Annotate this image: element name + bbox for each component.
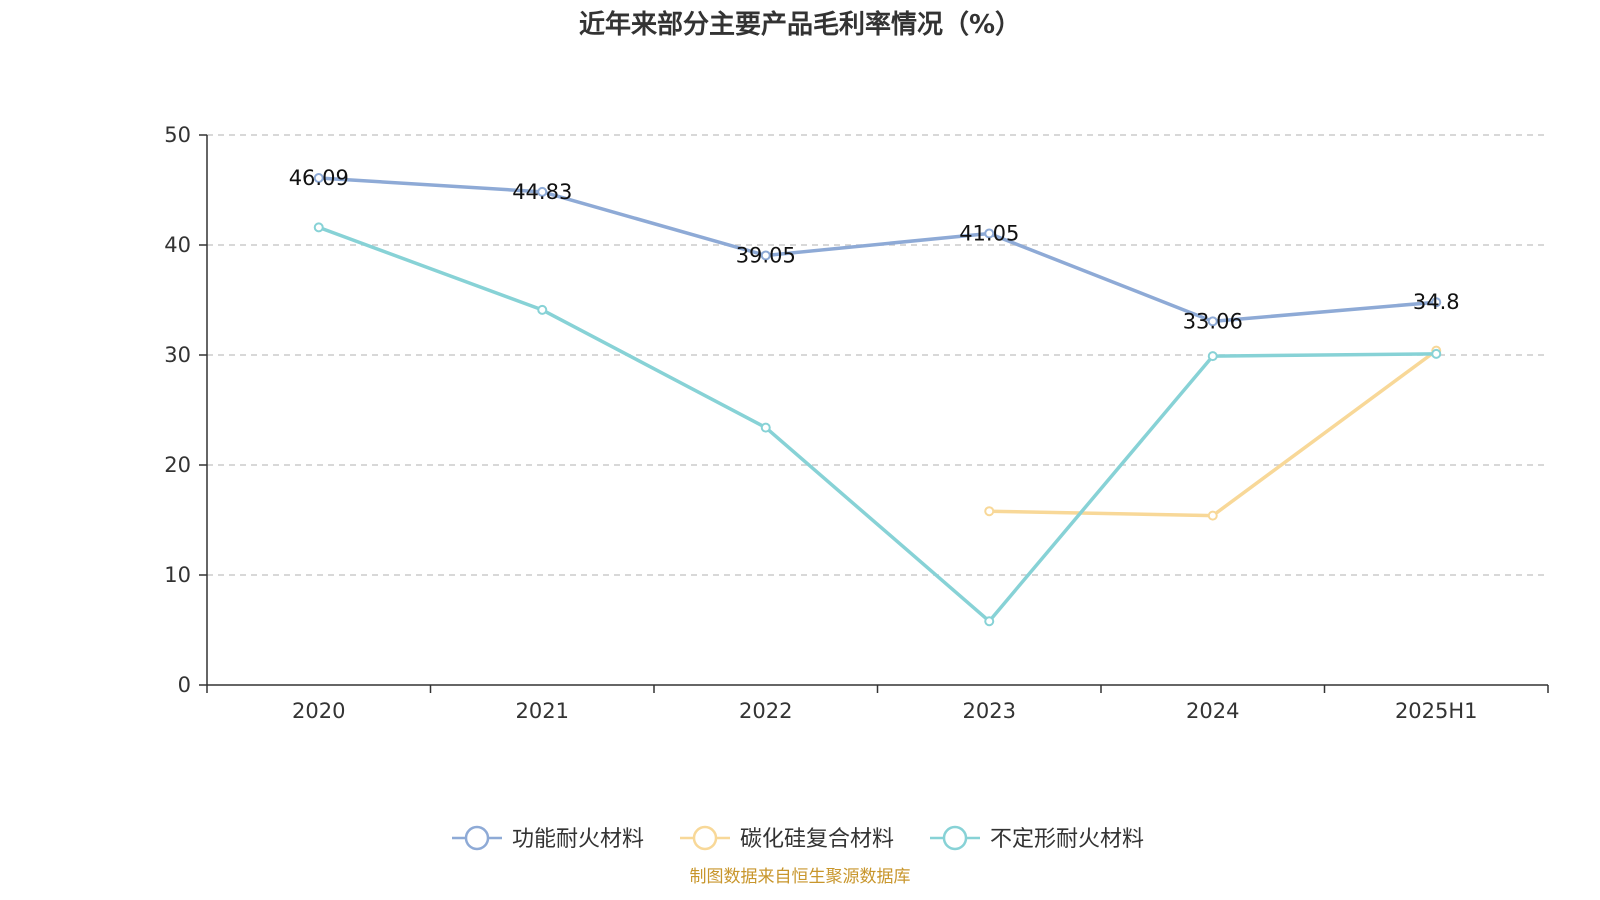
legend-label: 不定形耐火材料 — [990, 827, 1144, 852]
legend-marker — [692, 825, 718, 851]
data-point-s3 — [760, 422, 771, 433]
data-point-s3 — [1431, 348, 1442, 359]
x-tick-label: 2022 — [739, 699, 792, 723]
y-tick-label: 30 — [164, 343, 191, 367]
series-line-1 — [318, 176, 1437, 324]
x-tick-label: 2021 — [516, 699, 569, 723]
series-line-3 — [318, 225, 1437, 623]
series-group — [313, 173, 1442, 627]
y-tick-label: 20 — [164, 453, 191, 477]
chart-title: 近年来部分主要产品毛利率情况（%） — [579, 9, 1021, 40]
y-tick-label: 50 — [164, 123, 191, 147]
data-point-s1 — [760, 250, 771, 261]
grid-lines — [207, 134, 1548, 576]
data-label: 33.06 — [1183, 309, 1243, 333]
data-label: 41.05 — [959, 221, 1019, 245]
legend-marker — [942, 825, 968, 851]
y-tick-label: 10 — [164, 563, 191, 587]
data-point-s3 — [313, 222, 324, 233]
data-point-s1 — [313, 173, 324, 184]
legend: 功能耐火材料 碳化硅复合材料 不定形耐火材料 — [452, 825, 1144, 852]
axes: 0 10 20 30 40 50 2020 2021 2022 2023 2024 2025H1 — [164, 123, 1549, 723]
data-point-s1 — [1431, 297, 1442, 308]
data-label: 39.05 — [736, 243, 796, 267]
data-point-s1 — [984, 228, 995, 239]
legend-label: 碳化硅复合材料 — [740, 827, 894, 852]
y-tick-label: 40 — [164, 233, 191, 257]
data-point-s1 — [1207, 316, 1218, 327]
data-label: 34.8 — [1413, 290, 1460, 314]
data-point-s3 — [537, 304, 548, 315]
source-note: 制图数据来自恒生聚源数据库 — [690, 867, 911, 887]
data-label: 44.83 — [512, 180, 572, 204]
x-tick-label: 2024 — [1186, 699, 1239, 723]
legend-label: 功能耐火材料 — [512, 827, 644, 852]
data-labels: 46.09 44.83 39.05 41.05 33.06 34.8 — [289, 166, 1460, 333]
data-point-s3 — [984, 616, 995, 627]
y-tick-label: 0 — [178, 673, 191, 697]
data-label: 46.09 — [289, 166, 349, 190]
x-tick-label: 2023 — [963, 699, 1016, 723]
x-tick-label: 2020 — [292, 699, 345, 723]
data-point-s1 — [537, 186, 548, 197]
legend-marker — [464, 825, 490, 851]
x-tick-label: 2025H1 — [1395, 699, 1478, 723]
data-point-s2 — [1207, 510, 1218, 521]
data-point-s3 — [1207, 351, 1218, 362]
data-point-s2 — [984, 506, 995, 517]
series-line-2 — [989, 349, 1438, 518]
